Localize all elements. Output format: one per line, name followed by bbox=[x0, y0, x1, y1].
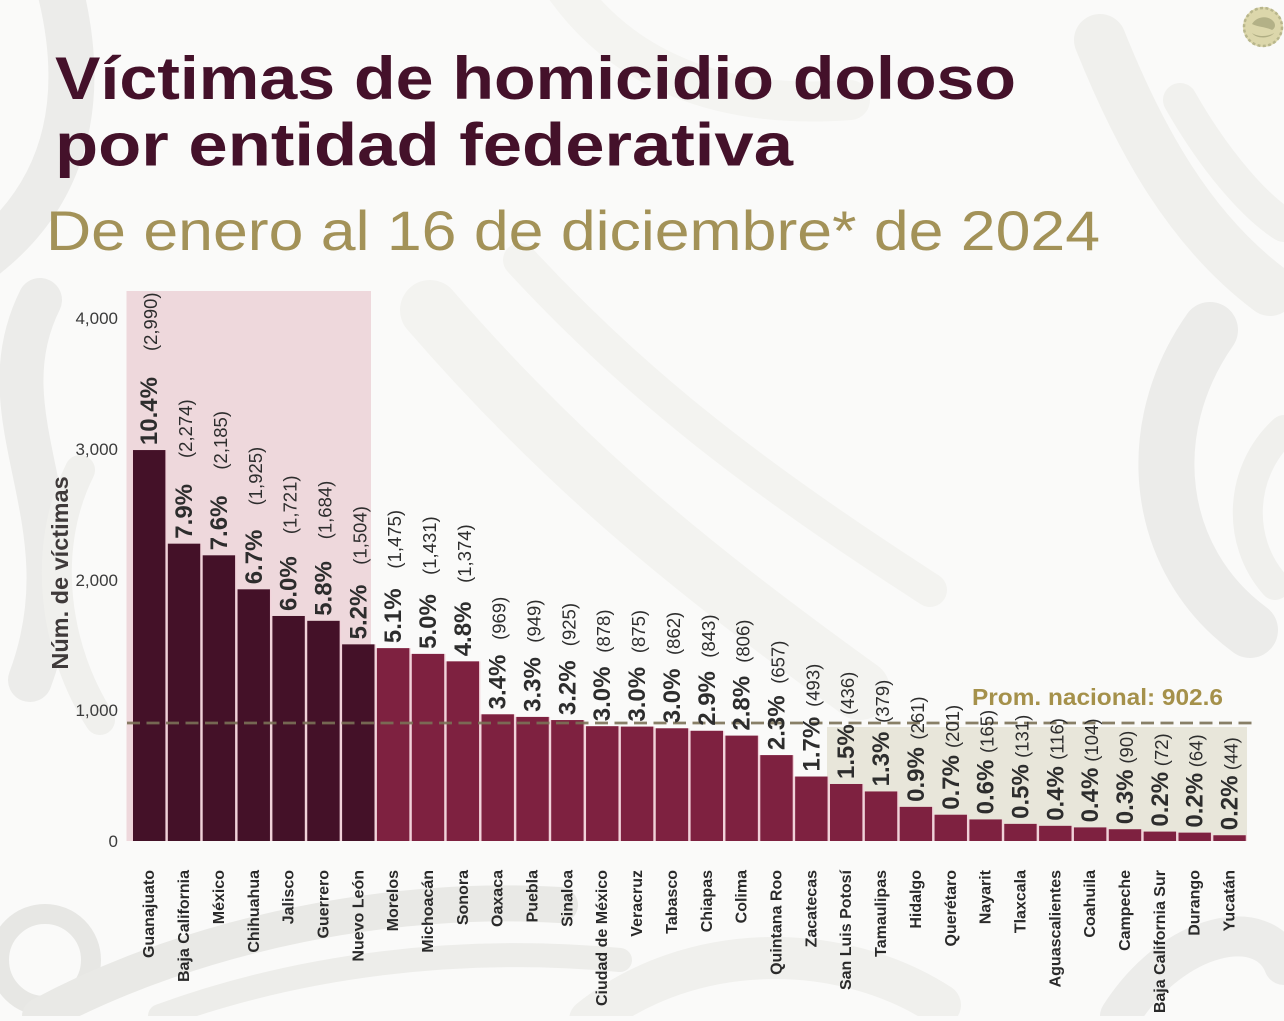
svg-text:Chihuahua: Chihuahua bbox=[246, 870, 263, 953]
svg-text:Núm. de víctimas: Núm. de víctimas bbox=[47, 476, 73, 669]
svg-text:0.6%(165): 0.6%(165) bbox=[973, 710, 1000, 815]
svg-text:Baja California: Baja California bbox=[176, 870, 193, 982]
svg-text:5.8%(1,684): 5.8%(1,684) bbox=[310, 481, 337, 616]
svg-text:Jalisco: Jalisco bbox=[281, 870, 298, 924]
svg-text:2,000: 2,000 bbox=[75, 571, 118, 590]
svg-text:Coahuila: Coahuila bbox=[1082, 870, 1099, 938]
svg-text:1.3%(379): 1.3%(379) bbox=[868, 680, 895, 787]
svg-text:3.2%(925): 3.2%(925) bbox=[554, 603, 581, 715]
svg-text:7.9%(2,274): 7.9%(2,274) bbox=[171, 399, 198, 538]
svg-text:1,000: 1,000 bbox=[75, 701, 118, 720]
svg-text:0.5%(131): 0.5%(131) bbox=[1008, 715, 1035, 819]
svg-text:Nuevo León: Nuevo León bbox=[350, 870, 367, 962]
svg-text:3.4%(969): 3.4%(969) bbox=[485, 597, 512, 710]
svg-text:San Luis Potosí: San Luis Potosí bbox=[838, 869, 855, 990]
svg-text:Guanajuato: Guanajuato bbox=[141, 870, 158, 958]
svg-text:Chiapas: Chiapas bbox=[699, 870, 716, 932]
svg-text:6.7%(1,925): 6.7%(1,925) bbox=[241, 447, 268, 585]
svg-text:Yucatán: Yucatán bbox=[1222, 870, 1239, 931]
svg-text:Prom. nacional: 902.6: Prom. nacional: 902.6 bbox=[972, 684, 1223, 710]
svg-text:2.9%(843): 2.9%(843) bbox=[694, 614, 721, 725]
svg-text:Durango: Durango bbox=[1187, 870, 1204, 936]
svg-text:Ciudad de México: Ciudad de México bbox=[594, 870, 611, 1006]
svg-text:Baja California Sur: Baja California Sur bbox=[1152, 870, 1169, 1013]
svg-text:Aguascalientes: Aguascalientes bbox=[1047, 870, 1064, 987]
svg-text:Puebla: Puebla bbox=[525, 870, 542, 923]
svg-text:1.7%(493): 1.7%(493) bbox=[798, 664, 825, 772]
svg-text:Quintana Roo: Quintana Roo bbox=[769, 870, 786, 975]
svg-text:Michoacán: Michoacán bbox=[420, 870, 437, 953]
svg-text:Sinaloa: Sinaloa bbox=[559, 870, 576, 927]
svg-text:4,000: 4,000 bbox=[75, 309, 118, 328]
svg-text:Zacatecas: Zacatecas bbox=[803, 870, 820, 947]
svg-text:5.0%(1,431): 5.0%(1,431) bbox=[415, 516, 442, 649]
svg-text:Sonora: Sonora bbox=[455, 870, 472, 925]
svg-text:0: 0 bbox=[109, 832, 118, 851]
svg-text:1.5%(436): 1.5%(436) bbox=[833, 672, 860, 779]
svg-text:Tamaulipas: Tamaulipas bbox=[873, 870, 890, 957]
svg-text:7.6%(2,185): 7.6%(2,185) bbox=[206, 411, 233, 550]
svg-text:0.2%(72): 0.2%(72) bbox=[1147, 733, 1174, 826]
svg-text:Víctimas de homicidio doloso: Víctimas de homicidio doloso bbox=[55, 44, 1016, 112]
svg-text:6.0%(1,721): 6.0%(1,721) bbox=[276, 475, 303, 611]
svg-text:0.4%(116): 0.4%(116) bbox=[1042, 718, 1069, 821]
svg-text:México: México bbox=[211, 870, 228, 924]
svg-text:10.4%(2,990): 10.4%(2,990) bbox=[136, 292, 163, 445]
svg-text:Guerrero: Guerrero bbox=[315, 870, 332, 939]
svg-text:Tabasco: Tabasco bbox=[664, 870, 681, 934]
svg-text:Veracruz: Veracruz bbox=[629, 870, 646, 937]
svg-text:3.0%(878): 3.0%(878) bbox=[589, 609, 616, 721]
svg-text:3.3%(949): 3.3%(949) bbox=[520, 599, 547, 711]
svg-text:De enero al 16 de diciembre* d: De enero al 16 de diciembre* de 2024 bbox=[46, 199, 1100, 262]
svg-text:0.3%(90): 0.3%(90) bbox=[1112, 731, 1139, 825]
svg-text:Nayarit: Nayarit bbox=[978, 869, 995, 924]
svg-text:5.2%(1,504): 5.2%(1,504) bbox=[345, 506, 372, 639]
svg-text:Oaxaca: Oaxaca bbox=[490, 870, 507, 927]
svg-text:Morelos: Morelos bbox=[385, 870, 402, 931]
svg-text:Hidalgo: Hidalgo bbox=[908, 870, 925, 929]
svg-text:0.2%(64): 0.2%(64) bbox=[1182, 734, 1209, 827]
svg-text:0.7%(201): 0.7%(201) bbox=[938, 705, 965, 810]
svg-text:Colima: Colima bbox=[734, 870, 751, 923]
svg-text:0.2%(44): 0.2%(44) bbox=[1217, 737, 1244, 830]
svg-text:2.8%(806): 2.8%(806) bbox=[729, 620, 756, 731]
svg-text:Tlaxcala: Tlaxcala bbox=[1013, 870, 1030, 933]
svg-text:0.9%(261): 0.9%(261) bbox=[903, 696, 930, 802]
svg-text:por entidad federativa: por entidad federativa bbox=[55, 111, 795, 179]
svg-text:0.4%(104): 0.4%(104) bbox=[1077, 718, 1104, 822]
svg-text:3.0%(875): 3.0%(875) bbox=[624, 610, 651, 722]
svg-text:3.0%(862): 3.0%(862) bbox=[659, 612, 686, 724]
svg-text:2.3%(657): 2.3%(657) bbox=[764, 641, 791, 751]
svg-text:Campeche: Campeche bbox=[1117, 870, 1134, 951]
svg-text:5.1%(1,475): 5.1%(1,475) bbox=[380, 510, 407, 643]
svg-text:Querétaro: Querétaro bbox=[943, 870, 960, 947]
svg-text:3,000: 3,000 bbox=[75, 440, 118, 459]
svg-text:4.8%(1,374): 4.8%(1,374) bbox=[450, 524, 477, 656]
